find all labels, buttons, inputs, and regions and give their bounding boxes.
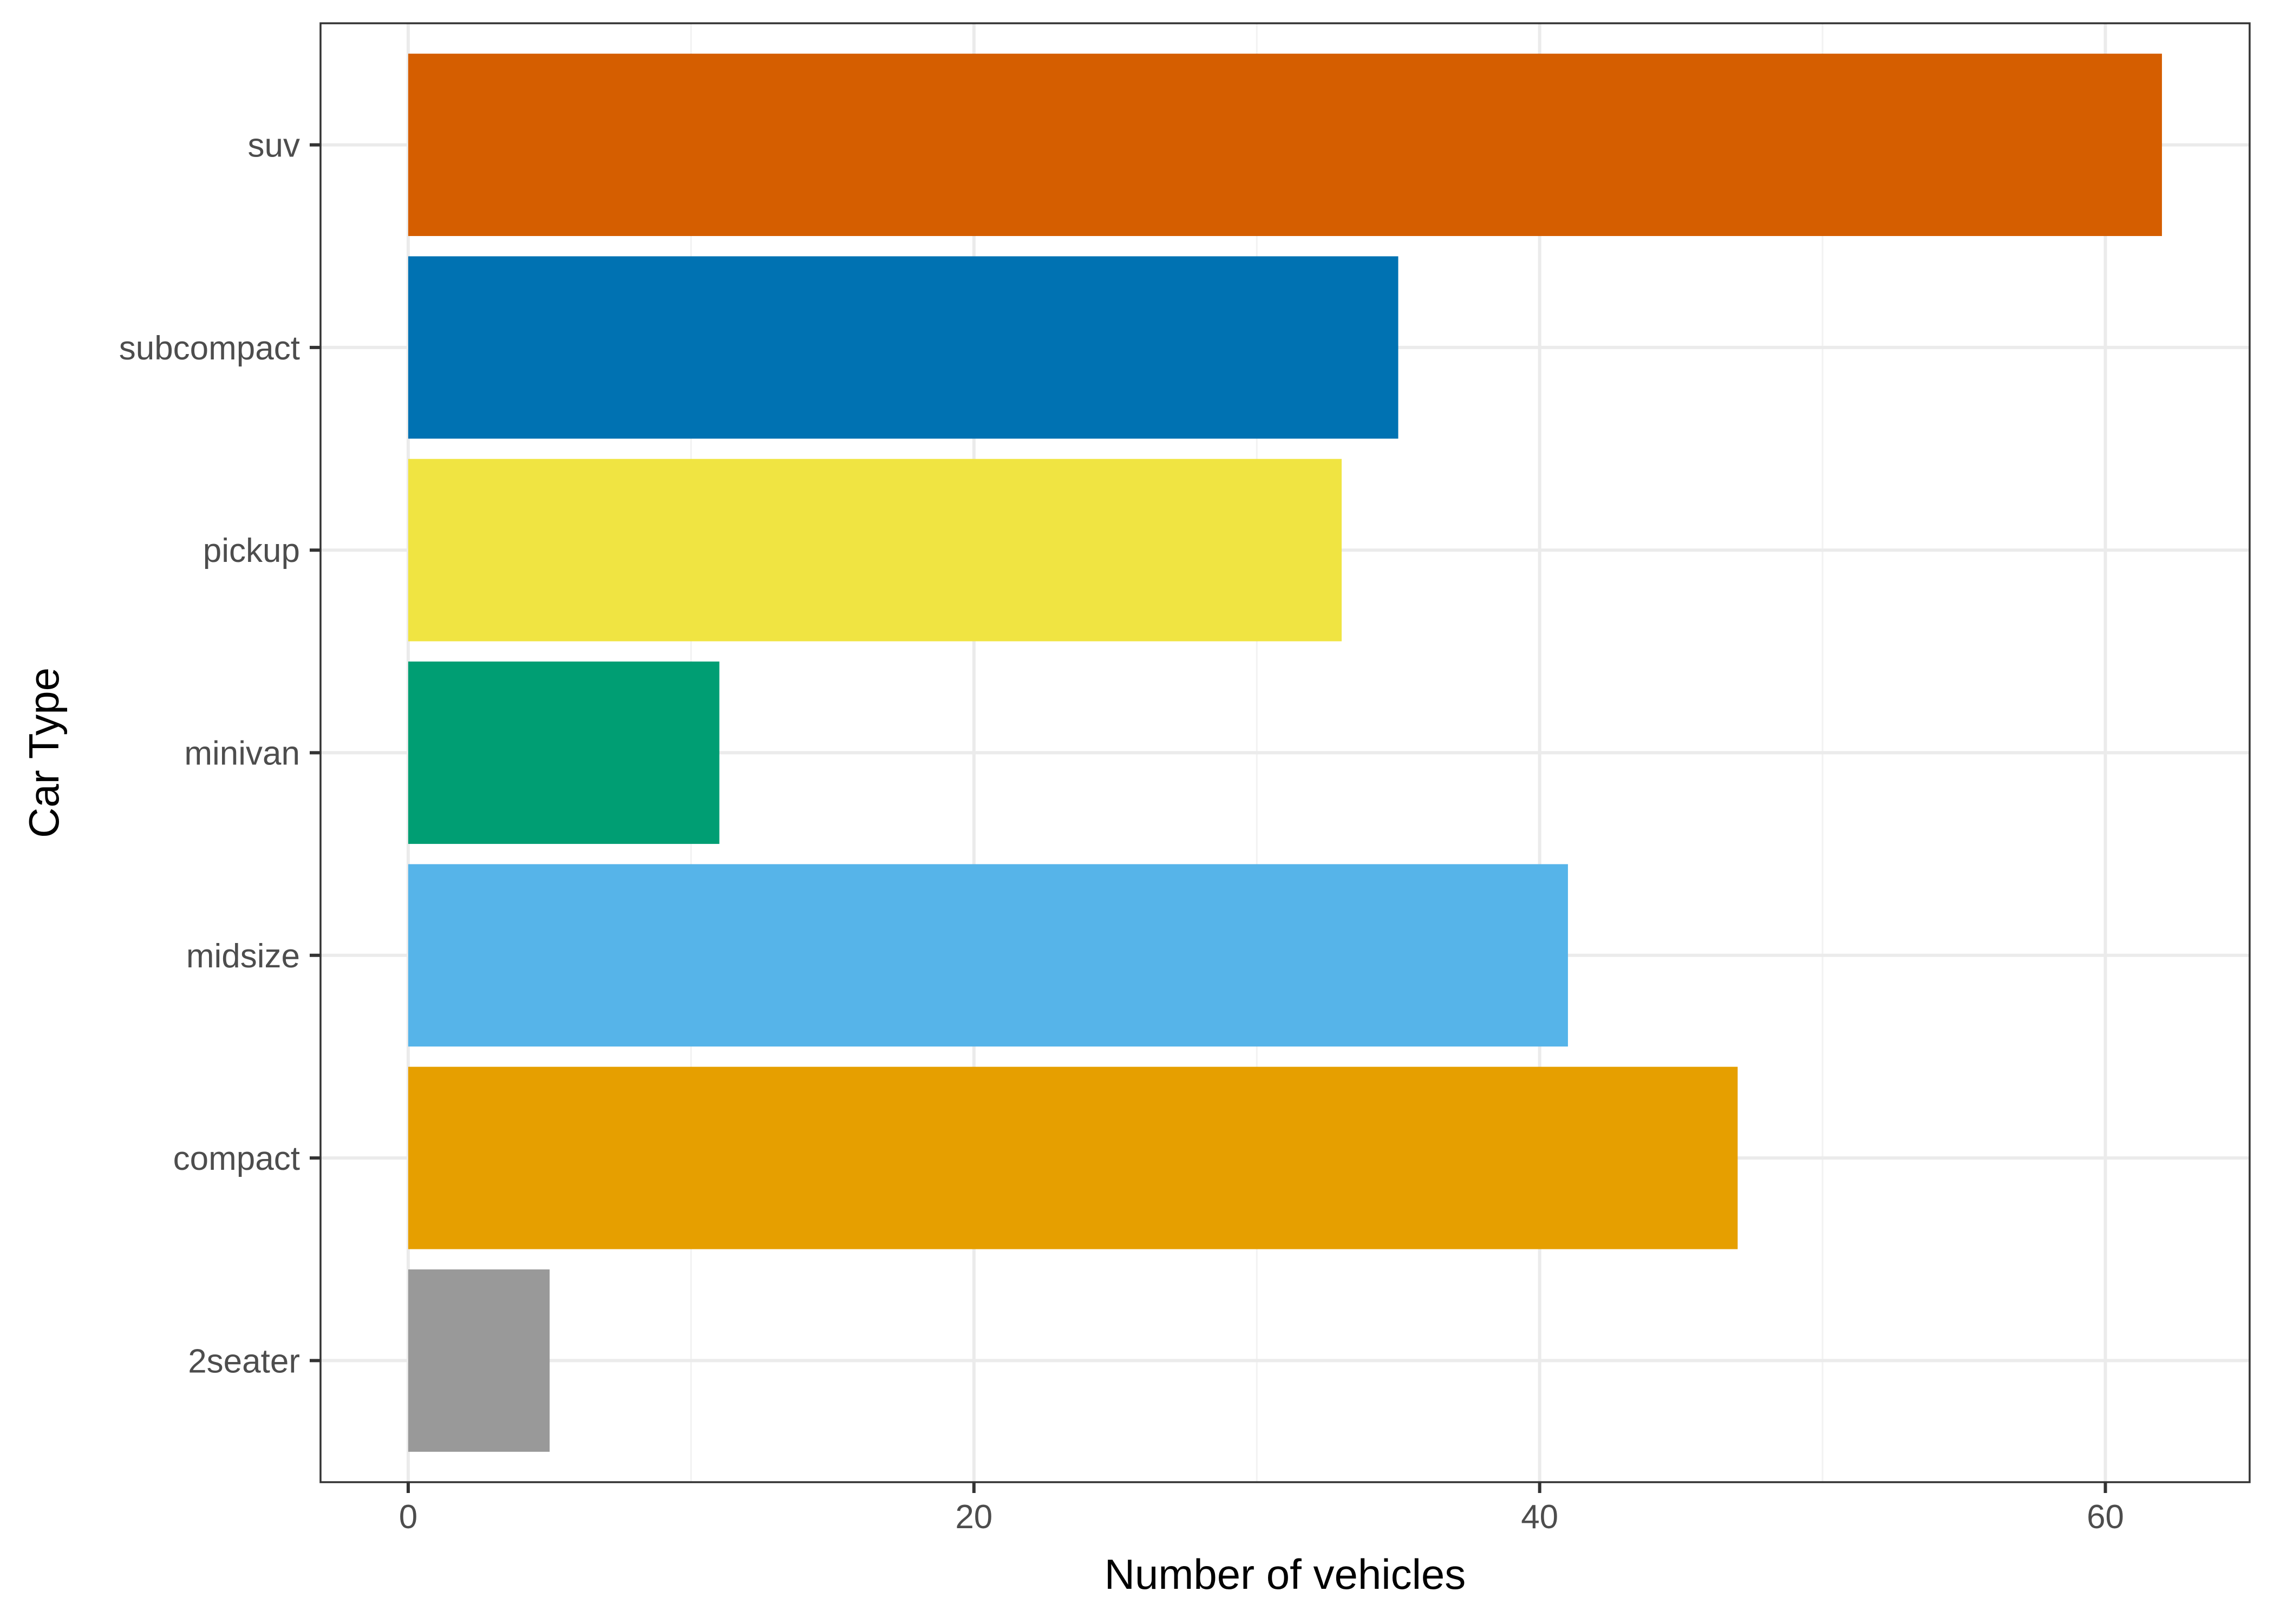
axis-ticks xyxy=(310,143,2107,1493)
bar-subcompact xyxy=(408,256,1399,439)
x-axis-title: Number of vehicles xyxy=(1105,1550,1466,1598)
x-tick-label: 20 xyxy=(955,1498,992,1536)
x-tick-label: 40 xyxy=(1521,1498,1558,1536)
y-tick-label-suv: suv xyxy=(248,127,300,165)
y-axis-title: Car Type xyxy=(20,667,68,838)
y-tick-label-pickup: pickup xyxy=(203,532,300,569)
y-tick-label-midsize: midsize xyxy=(186,938,300,975)
y-tick-label-subcompact: subcompact xyxy=(119,330,300,367)
y-tick-label-2seater: 2seater xyxy=(188,1343,300,1380)
bar-suv xyxy=(408,54,2162,237)
bar-2seater xyxy=(408,1269,550,1452)
bar-minivan xyxy=(408,662,720,844)
x-tick-label: 0 xyxy=(399,1498,417,1536)
bar-compact xyxy=(408,1066,1738,1249)
y-tick-label-minivan: minivan xyxy=(184,735,300,772)
y-tick-label-compact: compact xyxy=(173,1140,300,1177)
x-tick-label: 60 xyxy=(2087,1498,2124,1536)
tick-labels: 0 20 40 60 2seater compact midsize minivan picku… xyxy=(119,127,2124,1536)
bar-pickup xyxy=(408,459,1342,641)
bars xyxy=(408,54,2162,1452)
bar-midsize xyxy=(408,864,1568,1047)
